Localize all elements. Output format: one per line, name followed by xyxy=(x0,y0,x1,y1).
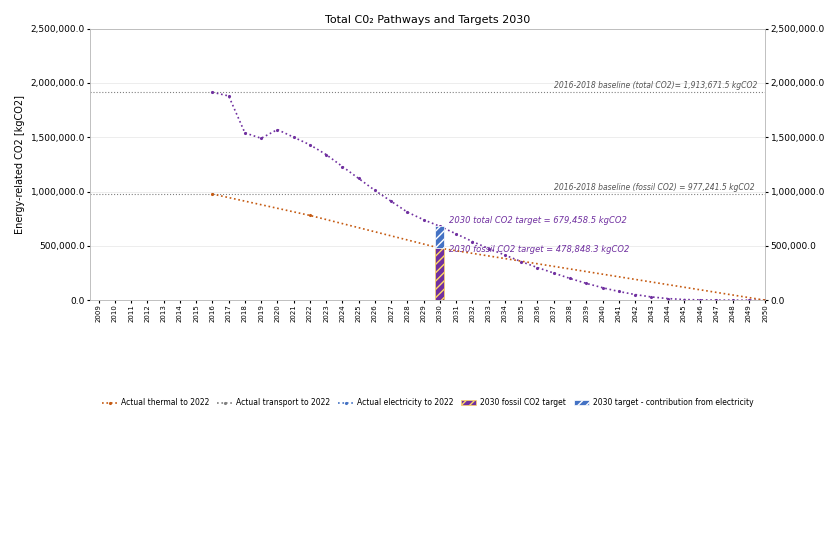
Text: 2030 total CO2 target = 679,458.5 kgCO2: 2030 total CO2 target = 679,458.5 kgCO2 xyxy=(449,215,627,225)
Text: 2016-2018 baseline (total CO2)= 1,913,671.5 kgCO2: 2016-2018 baseline (total CO2)= 1,913,67… xyxy=(554,82,757,90)
Text: 2030 fossil CO2 target = 478,848.3 kgCO2: 2030 fossil CO2 target = 478,848.3 kgCO2 xyxy=(449,245,630,254)
Legend: Actual thermal to 2022, Actual transport to 2022, Actual electricity to 2022, 20: Actual thermal to 2022, Actual transport… xyxy=(99,395,757,410)
Bar xyxy=(435,226,444,248)
Y-axis label: Energy-related CO2 [kgCO2]: Energy-related CO2 [kgCO2] xyxy=(15,95,25,234)
Text: 2016-2018 baseline (fossil CO2) = 977,241.5 kgCO2: 2016-2018 baseline (fossil CO2) = 977,24… xyxy=(554,183,754,192)
Bar xyxy=(435,248,444,300)
Title: Total C0₂ Pathways and Targets 2030: Total C0₂ Pathways and Targets 2030 xyxy=(325,15,530,25)
